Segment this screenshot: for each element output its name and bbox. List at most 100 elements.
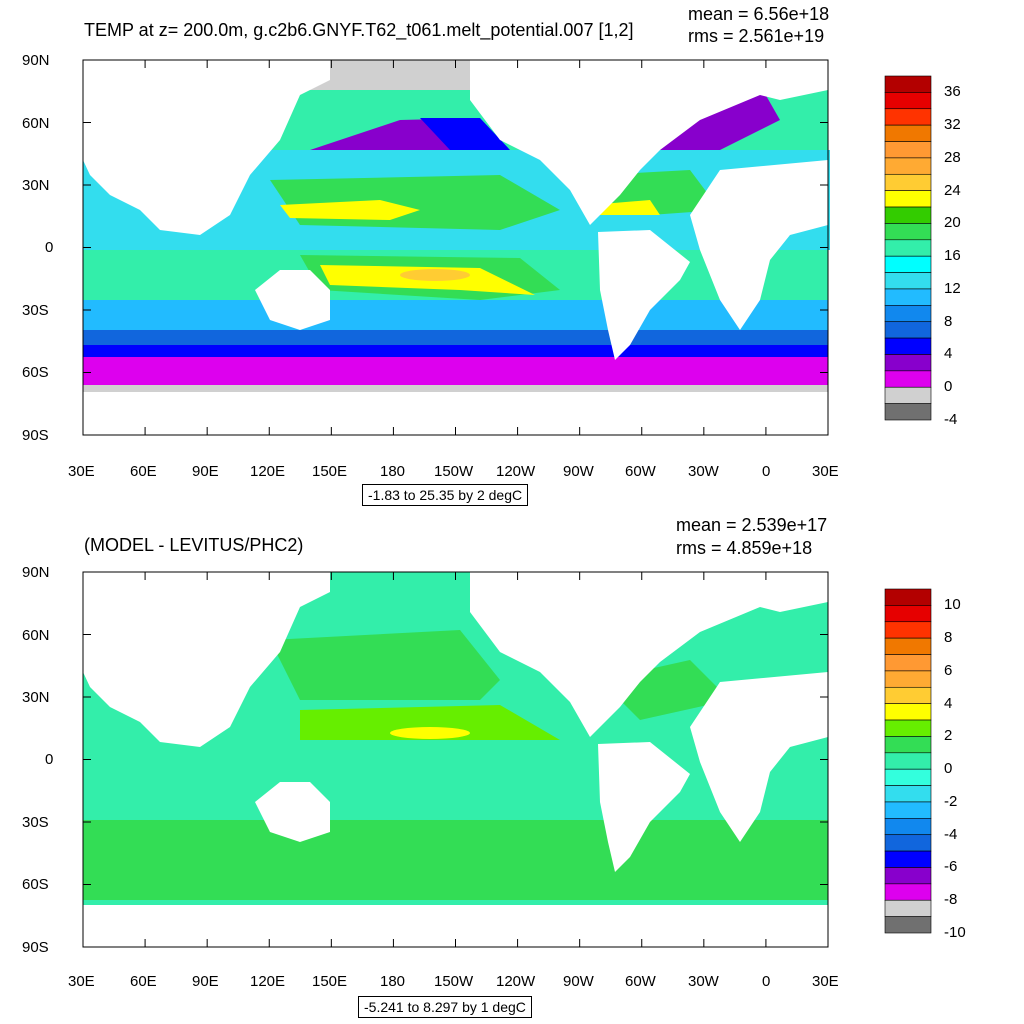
colorbar-swatch xyxy=(884,239,932,257)
colorbar-swatch xyxy=(884,321,932,339)
lon-label: 150W xyxy=(434,973,474,990)
lon-label: 0 xyxy=(762,973,771,990)
lon-label: 30W xyxy=(688,973,719,990)
panel-2-npac-yellow xyxy=(390,727,470,739)
colorbar-swatch xyxy=(884,703,932,721)
lat-label: 30N xyxy=(22,177,50,194)
panel-1-land-antarctica xyxy=(83,392,828,435)
colorbar-swatch xyxy=(884,223,932,241)
colorbar-label: 8 xyxy=(944,629,953,647)
colorbar-swatch xyxy=(884,621,932,639)
lon-label: 120W xyxy=(496,973,536,990)
panel-2-mean: mean = 2.539e+17 xyxy=(676,515,828,535)
panel-1-antarctic-ice xyxy=(83,385,828,392)
colorbar-swatch xyxy=(884,719,932,737)
colorbar-label: -6 xyxy=(944,858,958,876)
panel-1-map xyxy=(82,59,830,436)
colorbar-swatch xyxy=(884,588,932,606)
colorbar-label: 0 xyxy=(944,378,953,396)
panel-1-land-africa xyxy=(690,160,828,330)
panel-2-title: (MODEL - LEVITUS/PHC2) xyxy=(84,535,304,555)
lat-label: 30N xyxy=(22,689,50,706)
colorbar-swatch xyxy=(884,899,932,917)
panel-2-rms: rms = 4.859e+18 xyxy=(676,538,813,558)
colorbar-swatch xyxy=(884,605,932,623)
colorbar-label: -4 xyxy=(944,411,958,428)
colorbar-label: -4 xyxy=(944,825,958,843)
panel-1-ticks xyxy=(82,59,829,436)
colorbar-swatch xyxy=(884,801,932,819)
colorbar-swatch xyxy=(884,768,932,786)
colorbar-swatch xyxy=(884,141,932,159)
colorbar-label: 16 xyxy=(944,247,961,265)
lon-label: 90E xyxy=(192,463,219,480)
colorbar-label: 10 xyxy=(944,596,961,614)
colorbar-swatch xyxy=(884,190,932,208)
panel-2-so-green xyxy=(83,820,828,900)
lat-label: 60S xyxy=(22,876,49,893)
colorbar-swatch xyxy=(884,686,932,704)
colorbar-label: 0 xyxy=(944,760,953,778)
panel-2-range-label: -5.241 to 8.297 by 1 degC xyxy=(358,996,532,1018)
colorbar-label: 12 xyxy=(944,279,961,297)
lon-label: 0 xyxy=(762,463,771,480)
lon-label: 120W xyxy=(496,463,536,480)
colorbar-label: 4 xyxy=(944,694,953,712)
colorbar-label: 28 xyxy=(944,148,961,166)
panel-1-land-samerica xyxy=(598,230,690,360)
lat-label: 30S xyxy=(22,814,49,831)
lat-label: 0 xyxy=(45,239,54,256)
lon-label: 90E xyxy=(192,973,219,990)
colorbar-swatch xyxy=(884,75,932,93)
panel-1-land-eurasia xyxy=(83,60,330,235)
panel-2-npac-green xyxy=(270,630,500,700)
panel-1-range-label: -1.83 to 25.35 by 2 degC xyxy=(362,484,529,506)
colorbar-swatch xyxy=(884,124,932,142)
panel-1-colorbar xyxy=(884,75,932,421)
lat-label: 60N xyxy=(22,115,50,132)
lat-label: 30S xyxy=(22,302,49,319)
colorbar-label: 4 xyxy=(944,345,953,363)
colorbar-swatch xyxy=(884,108,932,126)
panel-1-npac-yellow xyxy=(280,200,420,220)
colorbar-swatch xyxy=(884,255,932,273)
panel-2-land-eurasia xyxy=(83,572,330,747)
lon-label: 180 xyxy=(380,463,406,480)
colorbar-swatch xyxy=(884,736,932,754)
panel-1-npac-blue xyxy=(420,118,510,150)
panel-1-land-namerica xyxy=(470,60,828,225)
colorbar-label: -10 xyxy=(944,924,966,941)
lon-label: 150E xyxy=(312,973,348,990)
lon-label: 30E xyxy=(812,973,839,990)
lon-label: 30W xyxy=(688,463,719,480)
colorbar-label: -2 xyxy=(944,792,958,810)
panel-2-colorbar xyxy=(884,588,932,934)
colorbar-label: 36 xyxy=(944,83,961,101)
panel-1-title: TEMP at z= 200.0m, g.c2b6.GNYF.T62_t061.… xyxy=(84,20,634,40)
colorbar-swatch xyxy=(884,354,932,372)
colorbar-label: 24 xyxy=(944,181,961,199)
colorbar-swatch xyxy=(884,272,932,290)
lon-label: 60E xyxy=(130,463,157,480)
lat-label: 90S xyxy=(22,427,49,444)
panel-2-map xyxy=(82,571,829,948)
lat-label: 90N xyxy=(22,564,50,581)
lon-label: 120E xyxy=(250,463,286,480)
colorbar-swatch xyxy=(884,670,932,688)
lon-label: 60W xyxy=(625,973,656,990)
colorbar-label: 32 xyxy=(944,116,961,134)
panel-1-so-band3 xyxy=(83,345,828,357)
panel-1-so-band2 xyxy=(83,330,828,345)
lat-label: 90S xyxy=(22,939,49,956)
panel-2-land-africa xyxy=(690,672,828,842)
lon-label: 120E xyxy=(250,973,286,990)
lon-label: 60W xyxy=(625,463,656,480)
colorbar-label: 8 xyxy=(944,312,953,330)
panel-1-land-australia xyxy=(255,270,330,330)
panel-2-land-namerica xyxy=(470,572,828,737)
colorbar-swatch xyxy=(884,818,932,836)
panel-1-spac-core xyxy=(400,269,470,281)
lat-label: 0 xyxy=(45,751,54,768)
colorbar-swatch xyxy=(884,834,932,852)
panel-1-so-band4 xyxy=(83,357,828,385)
